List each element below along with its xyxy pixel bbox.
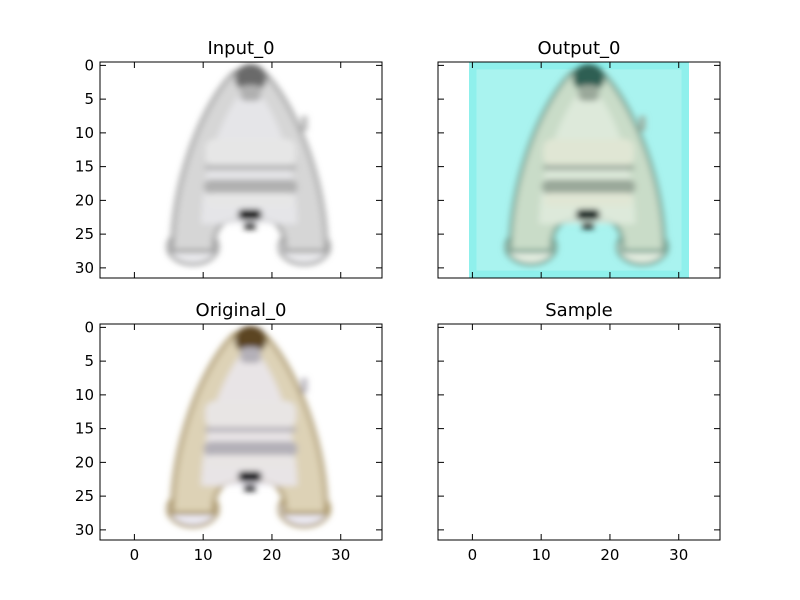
original-0-xtick-label: 30 [331,546,350,564]
sample-xtick-label: 10 [532,546,551,564]
original-0-axes-frame [99,323,383,541]
subplot-input-0: Input_0 0 5 10 15 20 25 30 [75,38,383,279]
subplot-original-0: Original_0 0 5 10 15 20 25 30 0 10 20 30 [75,300,383,564]
original-0-dinghy [166,326,331,529]
original-0-ytick-label: 20 [75,453,94,471]
original-0-ytick-label: 25 [75,487,94,505]
original-0-title: Original_0 [196,300,287,321]
output-0-axes-frame [437,61,721,279]
input-0-axes-frame [99,61,383,279]
original-0-xtick-label: 20 [262,546,281,564]
subplot-output-0: Output_0 [437,38,721,279]
sample-xtick-label: 30 [669,546,688,564]
output-0-image [468,62,690,278]
input-0-ytick-label: 20 [75,191,94,209]
sample-title: Sample [545,300,613,321]
original-0-ytick-label: 5 [84,352,94,370]
subplot-sample: Sample 0 10 20 30 [437,300,721,564]
input-0-title: Input_0 [207,38,274,59]
input-0-ytick-label: 25 [75,225,94,243]
original-0-image [130,324,352,540]
output-0-title: Output_0 [538,38,621,59]
input-0-ytick-label: 0 [84,56,94,74]
sample-xtick-label: 20 [600,546,619,564]
sample-xtick-label: 0 [468,546,478,564]
original-0-xtick-label: 10 [194,546,213,564]
input-0-ytick-label: 5 [84,90,94,108]
original-0-ytick-label: 0 [84,318,94,336]
sample-axes-frame [437,323,721,541]
input-0-ytick-label: 15 [75,158,94,176]
input-0-ytick-label: 10 [75,124,94,142]
input-0-image [130,62,352,278]
output-0-image-glow [468,62,690,278]
input-0-ytick-label: 30 [75,259,94,277]
original-0-ytick-label: 30 [75,521,94,539]
original-0-xtick-label: 0 [130,546,140,564]
original-0-ytick-label: 15 [75,420,94,438]
output-0-dinghy [504,64,669,267]
input-0-dinghy [166,64,331,267]
original-0-ytick-label: 10 [75,386,94,404]
